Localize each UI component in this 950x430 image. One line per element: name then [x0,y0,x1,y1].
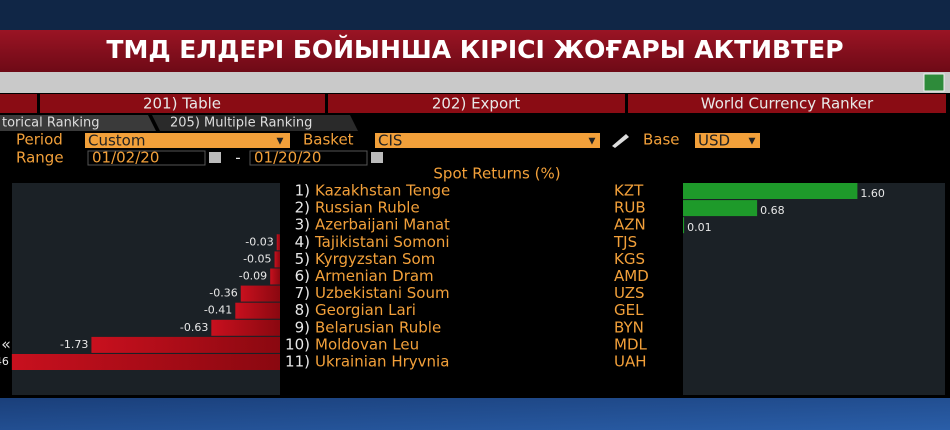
field-value[interactable]: Custom [88,132,145,150]
currency-name: Kyrgyzstan Som [315,250,435,268]
currency-code: RUB [614,199,646,217]
bottom-frame [0,398,950,430]
subtab-label[interactable]: torical Ranking [2,116,99,131]
currency-code: BYN [614,318,644,336]
value-label: -0.05 [243,252,271,265]
tab[interactable] [40,94,325,113]
value-label: -0.41 [204,304,232,317]
value-label: -0.09 [239,270,267,283]
currency-code: KGS [614,250,645,268]
tab-label[interactable]: 202) Export [432,95,520,113]
bar [235,302,280,319]
tab-label[interactable]: 201) Table [143,95,221,113]
dropdown[interactable] [85,133,290,148]
currency-name: Azerbaijani Manat [315,216,450,234]
subtab[interactable] [152,115,358,131]
field-value[interactable]: CIS [378,132,402,150]
currency-name: Uzbekistani Soum [315,284,450,302]
currency-name: Belarusian Ruble [315,318,441,336]
field-label: Basket [303,131,354,149]
rank: 1) [295,182,310,200]
tab-label[interactable]: World Currency Ranker [701,95,874,113]
positive-panel [683,183,945,395]
excel-icon[interactable] [923,73,945,92]
rank: 5) [295,250,310,268]
tab[interactable] [328,94,625,113]
date-value[interactable]: 01/02/20 [92,149,159,167]
rank: 3) [295,216,310,234]
currency-name: Armenian Dram [315,267,434,285]
subtab-label[interactable]: 205) Multiple Ranking [170,116,312,131]
calendar-icon[interactable] [371,152,383,163]
bar [11,354,281,370]
date-field[interactable] [87,150,206,166]
bar [240,285,280,302]
top-frame [0,0,950,30]
dropdown[interactable] [695,133,760,148]
rank: 8) [295,301,310,319]
banner [0,30,950,72]
date-value[interactable]: 01/20/20 [254,149,321,167]
value-label: -2.46 [0,355,9,368]
rank: 9) [295,318,310,336]
currency-code: AZN [614,216,646,234]
bar [211,319,280,336]
bar [270,268,280,285]
date-field[interactable] [249,150,368,166]
field-label: Range [16,149,64,167]
subtab[interactable] [0,115,156,131]
rank: 6) [295,267,310,285]
dropdown-arrow[interactable]: ▼ [589,137,596,147]
rank: 4) [295,233,310,251]
currency-code: GEL [614,301,644,319]
value-label: -0.03 [245,235,273,248]
rank: 7) [295,284,310,302]
currency-name: Moldovan Leu [315,335,419,353]
value-label: 1.60 [860,187,885,200]
range-dash: - [235,149,240,167]
field-label: Period [16,131,63,149]
bar [91,336,281,353]
value-label: -0.63 [180,321,208,334]
tab[interactable] [0,94,37,113]
currency-code: AMD [614,267,649,285]
dropdown-arrow[interactable]: ▼ [749,137,756,147]
currency-name: Tajikistani Somoni [314,233,450,251]
collapse-icon[interactable]: « [1,335,11,354]
banner-title: ТМД ЕЛДЕРІ БОЙЫНША КІРІСІ ЖОҒАРЫ АКТИВТЕ… [106,35,843,64]
pen-icon[interactable] [612,134,629,148]
field-label: Base [643,131,680,149]
bar [683,183,858,199]
value-label: -1.73 [60,338,88,351]
currency-code: UAH [614,353,647,371]
currency-name: Ukrainian Hryvnia [315,353,449,371]
currency-name: Georgian Lari [315,301,416,319]
rank: 11) [285,353,310,371]
value-label: 0.68 [760,204,785,217]
currency-code: MDL [614,335,647,353]
value-label: 0.01 [687,221,712,234]
currency-code: TJS [613,233,637,251]
calendar-icon[interactable] [209,152,221,163]
tab[interactable] [628,94,946,113]
value-label: -0.36 [209,287,237,300]
bar [683,217,685,234]
currency-name: Russian Ruble [315,199,420,217]
chart-title: Spot Returns (%) [433,165,560,183]
currency-name: Kazakhstan Tenge [315,182,450,200]
dropdown-arrow[interactable]: ▼ [277,137,284,147]
rank: 10) [285,335,310,353]
bar [274,251,280,268]
rank: 2) [295,199,310,217]
dropdown[interactable] [375,133,600,148]
currency-code: UZS [614,284,645,302]
field-value[interactable]: USD [698,132,730,150]
toolbar [0,72,950,93]
bar [276,234,280,251]
currency-code: KZT [614,182,644,200]
bar [683,200,758,217]
